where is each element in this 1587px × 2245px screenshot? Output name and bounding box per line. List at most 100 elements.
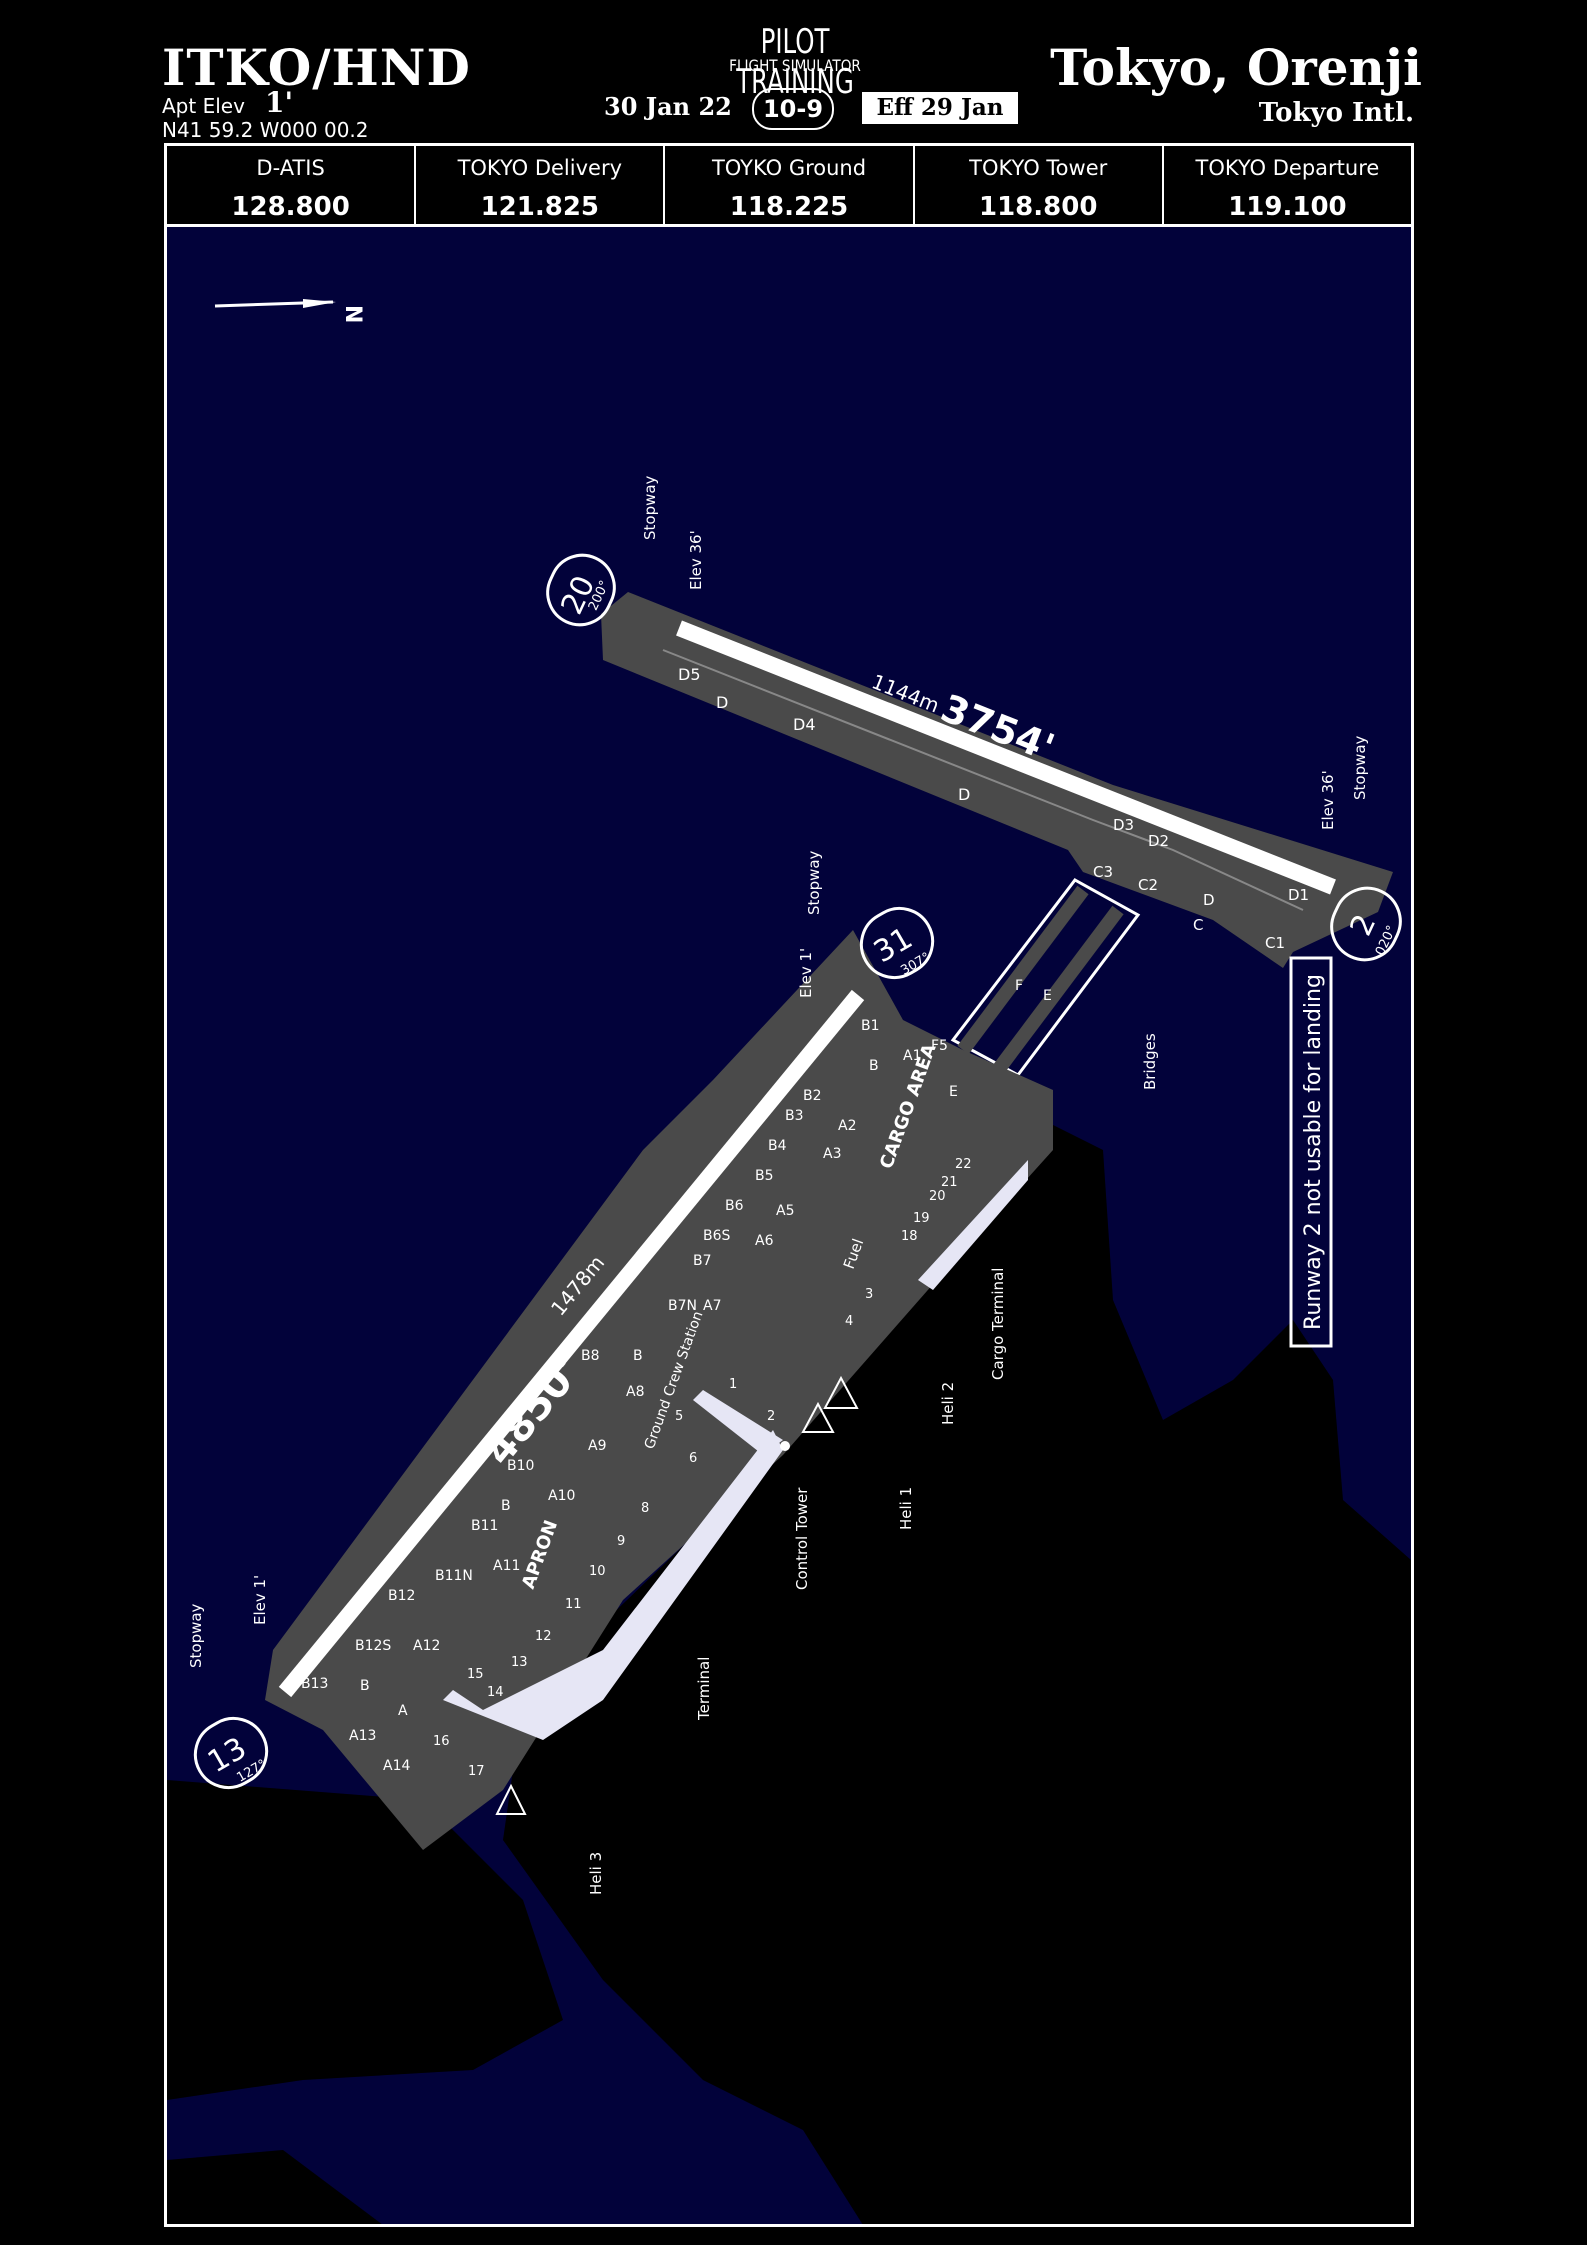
freq-cell-departure: TOKYO Departure 119.100 — [1164, 146, 1411, 224]
elevation-value: 1' — [265, 86, 294, 119]
stand-number: 22 — [955, 1157, 972, 1172]
taxiway-label: A14 — [383, 1758, 410, 1774]
main-island-pavement — [265, 930, 1053, 1850]
bridge-e — [992, 905, 1124, 1075]
frequency-table: D-ATIS 128.800 TOKYO Delivery 121.825 TO… — [164, 143, 1414, 227]
stand-number: 3 — [865, 1287, 873, 1302]
stand-number: 15 — [467, 1667, 484, 1682]
stand-number: 21 — [941, 1175, 958, 1190]
freq-value: 118.800 — [979, 192, 1098, 222]
airport-diagram[interactable]: N 3754' 1144m D5 D D4 D D3 D2 C3 C2 D C … — [164, 227, 1414, 2227]
stopway-label-31: Stopway — [805, 850, 823, 915]
taxiway-label: B11N — [435, 1568, 473, 1584]
stand-number: 6 — [689, 1451, 697, 1466]
heli-1-label: Heli 1 — [897, 1487, 915, 1530]
stopway-label-13: Stopway — [187, 1603, 205, 1668]
taxiway-label: B5 — [755, 1168, 774, 1184]
taxiway-label: D2 — [1148, 832, 1169, 850]
runway-2-20 — [676, 620, 1336, 895]
airport-map[interactable]: N 3754' 1144m D5 D D4 D D3 D2 C3 C2 D C … — [167, 227, 1411, 2225]
land-mass-east — [503, 1120, 1411, 2224]
taxiway-label: F — [1015, 978, 1023, 994]
taxiway-label: A13 — [349, 1728, 376, 1744]
land-mass-bottom — [167, 2150, 382, 2224]
heli-2-icon — [823, 1375, 859, 1409]
freq-name: TOKYO Delivery — [457, 156, 623, 180]
taxiway-label: B13 — [301, 1676, 328, 1692]
runway-end-2-oval — [1330, 886, 1402, 962]
heli-2: Heli 2 — [823, 1375, 957, 1425]
stand-number: 17 — [468, 1764, 485, 1779]
stand-number: 12 — [535, 1629, 552, 1644]
taxiway-label: B1 — [861, 1018, 880, 1034]
taxiway-label: C3 — [1093, 863, 1113, 881]
taxiway-label: D5 — [678, 665, 701, 684]
heli-3-label: Heli 3 — [587, 1852, 605, 1895]
runway-end-13-oval — [193, 1717, 269, 1789]
land-mass-sw — [167, 1780, 563, 2100]
heli-3-icon — [495, 1783, 527, 1815]
freq-name: D-ATIS — [256, 156, 325, 180]
taxiway-label: A9 — [588, 1438, 606, 1454]
taxiway-label: C2 — [1138, 876, 1158, 894]
stand-number: 9 — [617, 1534, 625, 1549]
brand-subtitle: FLIGHT SIMULATOR — [729, 56, 861, 75]
stand-number: 16 — [433, 1734, 450, 1749]
bridge-f — [957, 885, 1089, 1055]
taxiway-label: B — [869, 1058, 879, 1074]
taxiway-label: D3 — [1113, 816, 1134, 834]
effective-date: Eff 29 Jan — [862, 92, 1018, 124]
taxiway-label: C — [1193, 916, 1203, 934]
cargo-terminal-label: Cargo Terminal — [989, 1268, 1007, 1380]
freq-cell-atis: D-ATIS 128.800 — [167, 146, 417, 224]
taxiway-label: B7N — [668, 1298, 697, 1314]
elev-label-13: Elev 1' — [251, 1575, 269, 1625]
taxiway-label: D — [716, 693, 728, 712]
freq-value: 118.225 — [729, 192, 849, 222]
freq-name: TOKYO Departure — [1195, 156, 1380, 180]
elev-label-31: Elev 1' — [797, 948, 815, 998]
city-name: Tokyo, Orenji — [1050, 38, 1422, 97]
taxiway-label: A8 — [626, 1384, 644, 1400]
stopway-label-20: Stopway — [641, 475, 659, 540]
taxiway-label: D — [958, 785, 970, 804]
heli-2-label: Heli 2 — [939, 1382, 957, 1425]
taxiway-label: A — [398, 1703, 408, 1719]
taxiway-label: B12S — [355, 1638, 391, 1654]
stand-number: 13 — [511, 1655, 528, 1670]
stand-number: 2 — [767, 1409, 775, 1424]
bridges-label: Bridges — [1141, 1033, 1159, 1090]
stand-number: 20 — [929, 1189, 946, 1204]
taxiway-label: A2 — [838, 1118, 856, 1134]
freq-value: 119.100 — [1228, 192, 1347, 222]
taxiway-label: B2 — [803, 1088, 822, 1104]
stand-number: 18 — [901, 1229, 918, 1244]
taxiway-label: B7 — [693, 1253, 712, 1269]
taxiway-label: B — [501, 1498, 511, 1514]
runway-end-20-oval — [546, 553, 616, 627]
taxiway-label: A10 — [548, 1488, 575, 1504]
taxiway-label: B3 — [785, 1108, 804, 1124]
stand-number: 10 — [589, 1564, 606, 1579]
freq-value: 128.800 — [231, 192, 350, 222]
control-tower-label: Control Tower — [793, 1487, 811, 1590]
freq-name: TOYKO Ground — [711, 156, 867, 180]
stand-number: 14 — [487, 1685, 504, 1700]
taxiway-label: B8 — [581, 1348, 600, 1364]
runway-13-31 — [278, 989, 865, 1698]
stand-number: 8 — [641, 1501, 649, 1516]
taxiway-label: B6 — [725, 1198, 744, 1214]
freq-cell-delivery: TOKYO Delivery 121.825 — [416, 146, 666, 224]
taxiway-label: E — [1043, 988, 1052, 1004]
stand-number: 11 — [565, 1597, 582, 1612]
terminal-gate — [693, 1390, 783, 1455]
elev-label-20: Elev 36' — [687, 530, 705, 590]
stand-number: 4 — [845, 1314, 853, 1329]
taxiway-label: B12 — [388, 1588, 415, 1604]
stand-number: 5 — [675, 1409, 683, 1424]
elev-label-2: Elev 36' — [1319, 770, 1337, 830]
heli-1: Heli 1 — [801, 1401, 915, 1530]
taxiway-label: A11 — [493, 1558, 520, 1574]
taxiway-label: B — [360, 1678, 370, 1694]
north-arrow-head — [303, 299, 336, 308]
